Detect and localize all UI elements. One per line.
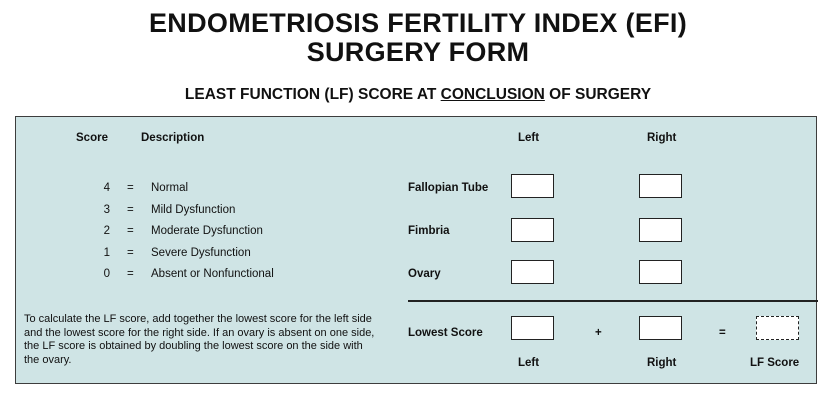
scale-eq-2: = bbox=[127, 225, 134, 237]
row-label-ovary: Ovary bbox=[408, 268, 441, 280]
lowest-right-caption: Right bbox=[647, 357, 677, 369]
scale-score-4: 4 bbox=[103, 182, 110, 194]
fallopian-right-input[interactable] bbox=[639, 174, 682, 198]
scale-eq-4: = bbox=[127, 182, 134, 194]
scale-eq-3: = bbox=[127, 204, 134, 216]
plus-sign: + bbox=[595, 327, 602, 339]
scale-desc-1: Severe Dysfunction bbox=[151, 247, 251, 259]
subtitle-suffix: OF SURGERY bbox=[544, 86, 652, 103]
lf-score-caption: LF Score bbox=[750, 357, 800, 369]
scale-desc-2: Moderate Dysfunction bbox=[151, 225, 263, 237]
lf-score-panel: Score Description Left Right 4 = Normal … bbox=[15, 116, 818, 384]
scale-score-3: 3 bbox=[103, 204, 110, 216]
scale-score-0: 0 bbox=[103, 268, 110, 280]
scale-desc-3: Mild Dysfunction bbox=[151, 204, 236, 216]
scale-desc-4: Normal bbox=[151, 182, 189, 194]
fallopian-left-input[interactable] bbox=[511, 174, 554, 198]
row-label-fimbria: Fimbria bbox=[408, 225, 450, 237]
score-header: Score bbox=[76, 132, 108, 144]
subtitle-underlined: CONCLUSION bbox=[440, 86, 545, 103]
lowest-left-caption: Left bbox=[518, 357, 540, 369]
scale-desc-0: Absent or Nonfunctional bbox=[151, 268, 274, 280]
calculation-note: To calculate the LF score, add together … bbox=[24, 313, 375, 366]
divider-line bbox=[408, 300, 818, 302]
lowest-left-input[interactable] bbox=[511, 316, 554, 340]
form-title-line1: ENDOMETRIOSIS FERTILITY INDEX (EFI) bbox=[148, 8, 688, 38]
ovary-right-input[interactable] bbox=[639, 260, 682, 284]
lowest-right-input[interactable] bbox=[639, 316, 682, 340]
equals-sign: = bbox=[719, 327, 726, 339]
scale-score-1: 1 bbox=[103, 247, 110, 259]
scale-score-2: 2 bbox=[103, 225, 110, 237]
subtitle-prefix: LEAST FUNCTION (LF) SCORE AT bbox=[184, 86, 441, 103]
fimbria-left-input[interactable] bbox=[511, 218, 554, 242]
description-header: Description bbox=[141, 132, 205, 144]
form-title-line2: SURGERY FORM bbox=[306, 37, 530, 67]
fimbria-right-input[interactable] bbox=[639, 218, 682, 242]
scale-eq-1: = bbox=[127, 247, 134, 259]
lf-score-input[interactable] bbox=[756, 316, 799, 340]
right-header: Right bbox=[647, 132, 677, 144]
left-header: Left bbox=[518, 132, 540, 144]
lowest-score-label: Lowest Score bbox=[408, 327, 483, 339]
scale-eq-0: = bbox=[127, 268, 134, 280]
ovary-left-input[interactable] bbox=[511, 260, 554, 284]
row-label-fallopian-tube: Fallopian Tube bbox=[408, 182, 489, 194]
section-subtitle: LEAST FUNCTION (LF) SCORE AT CONCLUSION … bbox=[0, 86, 836, 104]
